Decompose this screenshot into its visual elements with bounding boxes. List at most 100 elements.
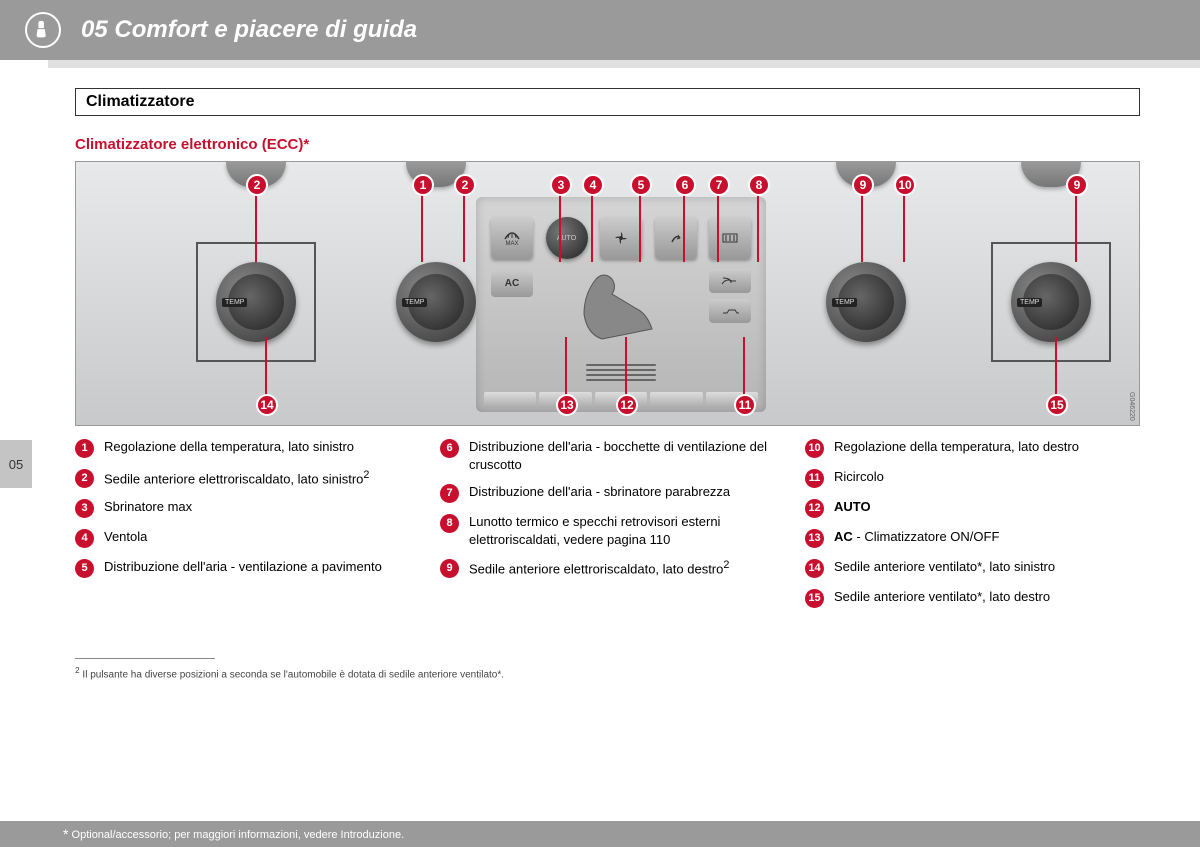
knob-outer-left: TEMP: [216, 262, 296, 342]
section-title: Climatizzatore: [86, 93, 1129, 111]
legend-text: AUTO: [834, 498, 871, 516]
callout-14: 14: [256, 394, 278, 416]
rear-defrost-button: [709, 217, 751, 259]
callout-line: [255, 192, 257, 262]
legend-item-12: 12 AUTO: [805, 498, 1140, 518]
legend-text: Ricircolo: [834, 468, 884, 486]
callout-line: [559, 192, 561, 262]
legend-text: Regolazione della temperatura, lato dest…: [834, 438, 1079, 456]
legend-item-2: 2 Sedile anteriore elettroriscaldato, lat…: [75, 468, 410, 488]
legend-col-3: 10 Regolazione della temperatura, lato de…: [805, 438, 1140, 618]
climate-diagram: TEMP TEMP TEMP TEMP MAX AUTO: [75, 161, 1140, 426]
car-recirc-button: [709, 299, 751, 323]
legend-item-5: 5 Distribuzione dell'aria - ventilazione …: [75, 558, 410, 578]
callout-line: [1055, 337, 1057, 397]
legend-num: 14: [805, 559, 824, 578]
legend-col-1: 1Regolazione della temperatura, lato sin…: [75, 438, 410, 618]
legend-text: Sbrinatore max: [104, 498, 192, 516]
legend-num: 3: [75, 499, 94, 518]
legend-item-14: 14 Sedile anteriore ventilato*, lato sini…: [805, 558, 1140, 578]
legend-text: Distribuzione dell'aria - bocchette di v…: [469, 438, 775, 473]
chapter-header: 05 Comfort e piacere di guida: [0, 0, 1200, 60]
legend-item-8: 8Lunotto termico e specchi retrovisori e…: [440, 513, 775, 548]
callout-6: 6: [674, 174, 696, 196]
header-stripe: [48, 60, 1200, 68]
legend-num: 4: [75, 529, 94, 548]
legend-item-11: 11 Ricircolo: [805, 468, 1140, 488]
callout-line: [625, 337, 627, 397]
callout-8: 8: [748, 174, 770, 196]
legend-num: 10: [805, 439, 824, 458]
callout-1: 1: [412, 174, 434, 196]
legend-text: Sedile anteriore elettroriscaldato, lato…: [104, 468, 369, 488]
section-box: Climatizzatore: [75, 88, 1140, 116]
seat-icon: [25, 12, 61, 48]
air-up-button: [655, 217, 697, 259]
legend-num: 6: [440, 439, 459, 458]
callout-line: [861, 192, 863, 262]
legend-text: Distribuzione dell'aria - ventilazione a…: [104, 558, 382, 576]
auto-fan-knob: AUTO: [546, 217, 588, 259]
callout-line: [421, 192, 423, 262]
legend-item-7: 7 Distribuzione dell'aria - sbrinatore pa…: [440, 483, 775, 503]
callout-2: 2: [246, 174, 268, 196]
callout-line: [265, 337, 267, 397]
legend-num: 9: [440, 559, 459, 578]
legend-text: Ventola: [104, 528, 147, 546]
legend-num: 13: [805, 529, 824, 548]
subsection-title: Climatizzatore elettronico (ECC)*: [75, 136, 1140, 153]
image-code: G046220: [1128, 392, 1135, 421]
callout-line: [1075, 192, 1077, 262]
callout-line: [591, 192, 593, 262]
legend-item-3: 3 Sbrinatore max: [75, 498, 410, 518]
callout-line: [565, 337, 567, 397]
callout-line: [743, 337, 745, 397]
legend-num: 2: [75, 469, 94, 488]
callout-line: [717, 192, 719, 262]
legend-text: AC - Climatizzatore ON/OFF: [834, 528, 999, 546]
ac-button: AC: [491, 269, 533, 297]
callout-10: 10: [894, 174, 916, 196]
footer-text: * Optional/accessorio; per maggiori info…: [63, 826, 404, 842]
callout-3: 3: [550, 174, 572, 196]
legend-num: 7: [440, 484, 459, 503]
body-silhouette: [541, 269, 701, 344]
callout-line: [683, 192, 685, 262]
callout-4: 4: [582, 174, 604, 196]
legend-num: 12: [805, 499, 824, 518]
callout-5: 5: [630, 174, 652, 196]
callout-13: 13: [556, 394, 578, 416]
fan-button: [600, 217, 642, 259]
chapter-title: 05 Comfort e piacere di guida: [81, 16, 417, 44]
defrost-max-button: MAX: [491, 217, 533, 259]
legend-num: 5: [75, 559, 94, 578]
callout-12: 12: [616, 394, 638, 416]
footer-bar: * Optional/accessorio; per maggiori info…: [0, 821, 1200, 847]
legend-item-4: 4 Ventola: [75, 528, 410, 548]
callout-15: 15: [1046, 394, 1068, 416]
legend-item-13: 13 AC - Climatizzatore ON/OFF: [805, 528, 1140, 548]
legend-text: Lunotto termico e specchi retrovisori es…: [469, 513, 775, 548]
center-panel: MAX AUTO AC: [476, 197, 766, 412]
legend: 1Regolazione della temperatura, lato sin…: [75, 438, 1140, 618]
knob-temp-left: TEMP: [396, 262, 476, 342]
legend-item-10: 10 Regolazione della temperatura, lato de…: [805, 438, 1140, 458]
legend-text: Sedile anteriore ventilato*, lato sinist…: [834, 558, 1055, 576]
callout-line: [639, 192, 641, 262]
legend-text: Sedile anteriore elettroriscaldato, lato…: [469, 558, 729, 578]
legend-item-6: 6 Distribuzione dell'aria - bocchette di …: [440, 438, 775, 473]
callout-9: 9: [1066, 174, 1088, 196]
callout-9: 9: [852, 174, 874, 196]
knob-outer-right: TEMP: [1011, 262, 1091, 342]
knob-temp-right: TEMP: [826, 262, 906, 342]
legend-col-2: 6 Distribuzione dell'aria - bocchette di …: [440, 438, 775, 618]
legend-num: 11: [805, 469, 824, 488]
callout-line: [903, 192, 905, 262]
legend-item-15: 15 Sedile anteriore ventilato*, lato dest…: [805, 588, 1140, 608]
callout-2: 2: [454, 174, 476, 196]
legend-text: Distribuzione dell'aria - sbrinatore par…: [469, 483, 730, 501]
legend-text: Regolazione della temperatura, lato sini…: [104, 438, 354, 456]
legend-item-1: 1Regolazione della temperatura, lato sin…: [75, 438, 410, 458]
legend-text: Sedile anteriore ventilato*, lato destro: [834, 588, 1050, 606]
legend-num: 15: [805, 589, 824, 608]
